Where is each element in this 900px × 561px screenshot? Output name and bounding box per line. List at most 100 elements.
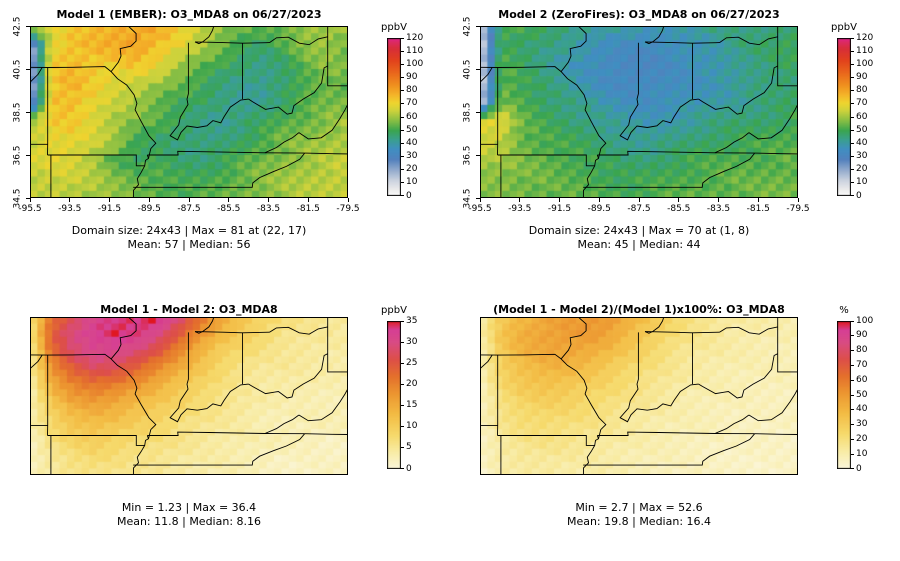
stats-line-2: Mean: 57 | Median: 56	[127, 238, 251, 251]
x-axis-tick-mark	[678, 198, 680, 202]
stats-caption: Domain size: 24x43 | Max = 70 at (1, 8) …	[470, 224, 808, 252]
colorbar-tick-label: 15	[406, 400, 418, 411]
state-border-line	[560, 317, 587, 360]
state-border-line	[110, 71, 157, 159]
colorbar-tick-label: 10	[406, 177, 418, 188]
state-border-line	[194, 317, 215, 334]
panel-title: (Model 1 - Model 2)/(Model 1)x100%: O3_M…	[493, 303, 785, 316]
stats-line-2: Mean: 11.8 | Median: 8.16	[116, 515, 262, 528]
colorbar-tick-mark	[851, 453, 854, 455]
colorbar-tick-label: 30	[856, 151, 868, 161]
stats-caption: Min = 2.7 | Max = 52.6 Mean: 19.8 | Medi…	[470, 501, 808, 529]
colorbar-tick-label: 70	[406, 98, 418, 109]
colorbar-tick-label: 70	[856, 98, 868, 109]
stats-line-1: Min = 2.7 | Max = 52.6	[575, 501, 703, 514]
colorbar: ppbV 0 5 10 15 20 25 30 35	[381, 305, 417, 473]
state-border-line	[248, 65, 328, 115]
y-axis-tick-label: 42.5	[462, 15, 473, 37]
state-border-line	[194, 26, 215, 45]
colorbar-tick-label: 60	[406, 111, 418, 122]
colorbar-tick-label: 90	[406, 72, 418, 82]
colorbar-tick-mark	[851, 409, 854, 411]
colorbar-tick-mark	[401, 362, 404, 364]
colorbar-tick-label: 50	[856, 124, 868, 135]
colorbar-tick-label: 40	[856, 137, 868, 148]
x-axis-tick-mark	[559, 198, 560, 202]
colorbar-tick-label: 100	[856, 58, 874, 69]
colorbar-tick-label: 80	[856, 85, 868, 96]
plot-frame	[30, 26, 348, 198]
colorbar-tick-label: 80	[856, 345, 868, 356]
x-axis-tick-mark	[268, 198, 269, 202]
y-axis-tick-mark	[26, 154, 30, 156]
colorbar-unit-label: ppbV	[831, 22, 857, 33]
colorbar-tick-mark	[851, 194, 854, 196]
colorbar-tick-label: 20	[856, 164, 868, 175]
colorbar-tick-mark	[401, 156, 404, 157]
x-axis-tick-label: -85.5	[667, 204, 691, 214]
x-axis-tick-label: -93.5	[58, 204, 82, 214]
x-axis-tick-label: -91.5	[547, 204, 572, 214]
colorbar-unit-label: %	[839, 305, 849, 316]
state-border-line	[194, 331, 270, 334]
colorbar-tick-label: 10	[856, 177, 868, 188]
colorbar: ppbV 0 10 20 30 40 50 60 70 80 90 100 110 120	[381, 22, 423, 200]
colorbar-tick-mark	[851, 38, 854, 39]
state-border-line	[251, 433, 306, 466]
x-axis-tick-label: -83.5	[706, 204, 731, 214]
colorbar: ppbV 0 10 20 30 40 50 60 70 80 90 100 110 120	[831, 22, 873, 200]
state-border-line	[480, 354, 493, 370]
state-borders-overlay	[30, 317, 348, 475]
state-border-line	[628, 42, 639, 125]
colorbar-tick-label: 70	[856, 359, 868, 370]
state-border-line	[178, 42, 189, 125]
plot-frame	[480, 317, 798, 475]
colorbar-tick-mark	[401, 405, 404, 407]
colorbar-tick-label: 10	[856, 448, 868, 459]
state-border-line	[628, 332, 639, 408]
colorbar-tick-label: 60	[856, 111, 868, 122]
state-border-line	[619, 383, 699, 423]
colorbar-tick-mark	[401, 129, 404, 131]
state-border-line	[644, 41, 720, 44]
colorbar-tick-mark	[851, 379, 854, 381]
state-border-line	[754, 152, 798, 155]
x-axis-tick-mark	[598, 198, 600, 202]
y-axis-tick-label: 36.5	[12, 144, 23, 166]
state-border-line	[269, 326, 328, 335]
colorbar-tick-mark	[851, 103, 854, 105]
x-axis-tick-label: -83.5	[256, 204, 281, 214]
x-axis-tick-label: -89.5	[137, 204, 161, 214]
x-axis-tick-mark	[228, 198, 230, 202]
state-border-line	[178, 332, 189, 408]
x-axis-tick-mark	[109, 198, 110, 202]
stats-line-1: Min = 1.23 | Max = 36.4	[121, 501, 257, 514]
y-axis-tick-label: 36.5	[462, 144, 473, 166]
state-border-line	[698, 353, 778, 399]
colorbar-tick-label: 30	[406, 336, 418, 347]
colorbar-tick-label: 10	[406, 421, 418, 432]
colorbar-tick-label: 50	[856, 389, 868, 400]
state-border-line	[644, 26, 665, 45]
state-border-line	[169, 98, 249, 141]
colorbar-tick-mark	[401, 90, 404, 92]
y-axis-tick-mark	[476, 111, 480, 113]
state-border-line	[701, 433, 756, 466]
colorbar-gradient	[837, 321, 851, 469]
state-borders-overlay	[480, 317, 798, 475]
state-border-line	[194, 41, 270, 44]
state-border-line	[248, 353, 328, 399]
state-border-line	[597, 431, 755, 436]
x-axis-tick-mark	[519, 198, 521, 202]
state-border-line	[110, 26, 137, 72]
x-axis-tick-mark	[638, 198, 640, 202]
stats-line-1: Domain size: 24x43 | Max = 81 at (22, 17…	[71, 224, 307, 237]
colorbar-tick-label: 20	[406, 164, 418, 175]
state-border-line	[264, 414, 300, 434]
colorbar-tick-mark	[401, 103, 404, 105]
map-plot-model1	[30, 26, 348, 198]
x-axis-tick-label: -81.5	[746, 204, 770, 214]
colorbar-tick-label: 110	[406, 45, 424, 56]
y-axis-tick-label: 34.5	[462, 187, 473, 209]
colorbar-tick-label: 50	[406, 124, 418, 135]
